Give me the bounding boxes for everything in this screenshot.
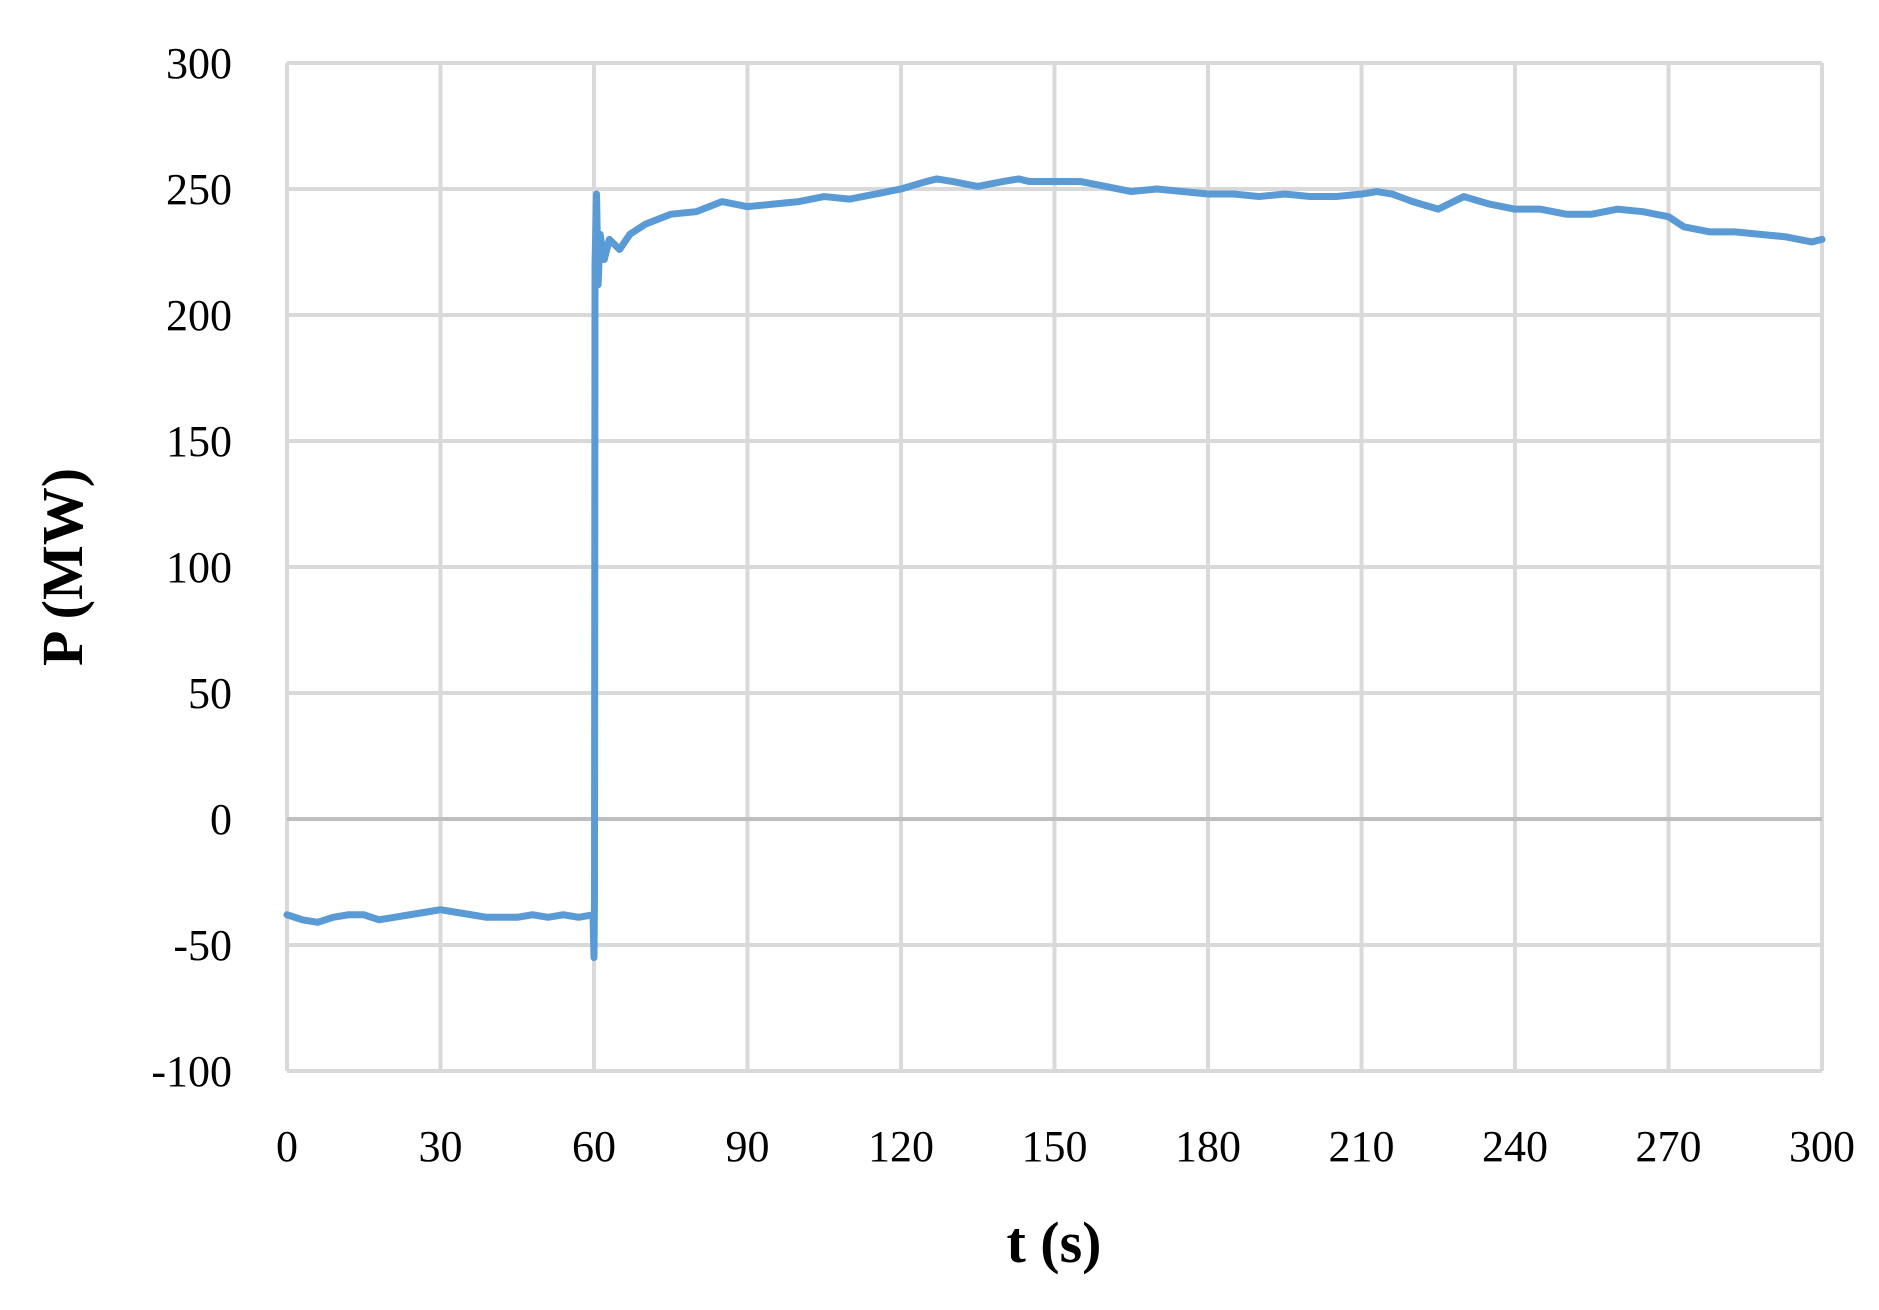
- x-tick-label: 90: [726, 1122, 770, 1171]
- x-tick-label: 0: [276, 1122, 298, 1171]
- y-tick-label: 150: [166, 417, 232, 466]
- x-tick-label: 210: [1329, 1122, 1395, 1171]
- x-tick-label: 30: [419, 1122, 463, 1171]
- y-tick-label: 100: [166, 543, 232, 592]
- y-tick-label: -50: [173, 921, 232, 970]
- x-axis-title: t (s): [1006, 1210, 1101, 1275]
- x-tick-label: 120: [868, 1122, 934, 1171]
- y-tick-label: 200: [166, 291, 232, 340]
- x-tick-label: 180: [1175, 1122, 1241, 1171]
- x-tick-label: 60: [572, 1122, 616, 1171]
- x-tick-label: 300: [1789, 1122, 1855, 1171]
- x-tick-label: 240: [1482, 1122, 1548, 1171]
- y-axis-title: P (MW): [30, 468, 95, 666]
- data-line: [283, 175, 1826, 962]
- y-tick-label: 250: [166, 165, 232, 214]
- x-tick-label: 150: [1022, 1122, 1088, 1171]
- y-tick-label: -100: [151, 1047, 232, 1096]
- y-tick-label: 0: [210, 795, 232, 844]
- y-tick-label: 300: [166, 39, 232, 88]
- x-tick-label: 270: [1636, 1122, 1702, 1171]
- y-tick-label: 50: [188, 669, 232, 718]
